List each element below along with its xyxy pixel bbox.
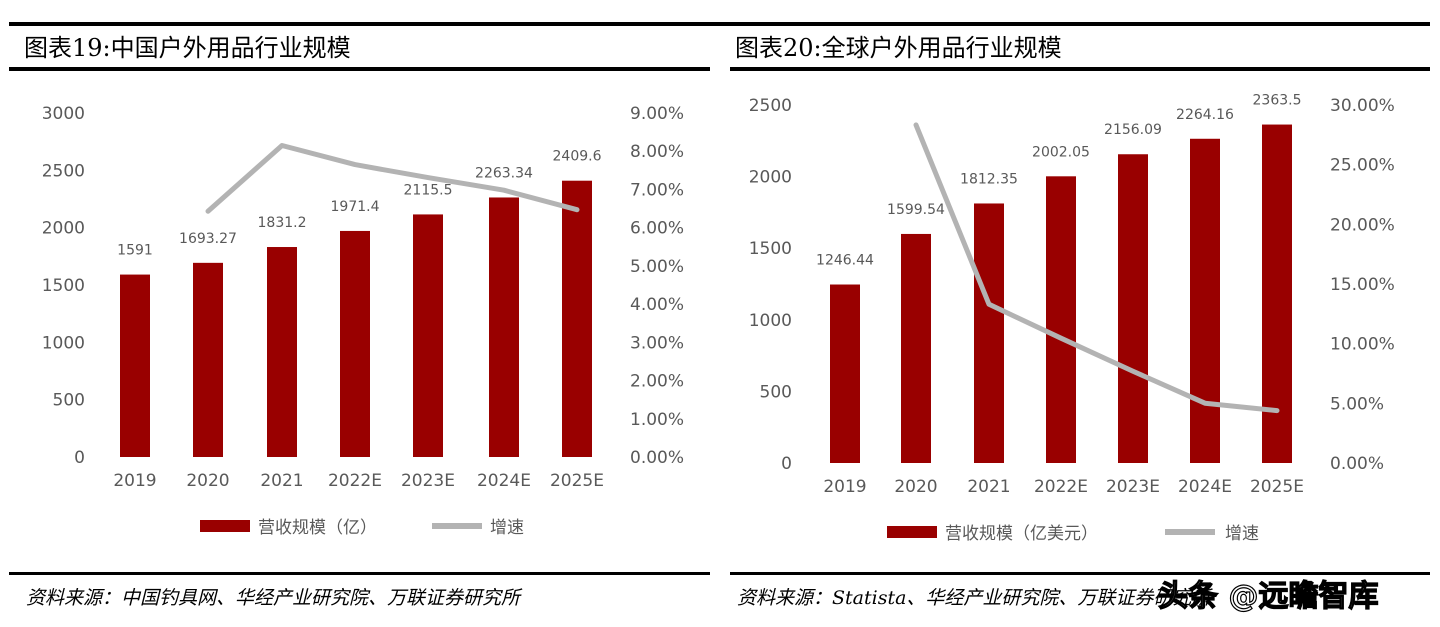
bar-data-label: 1599.54 xyxy=(887,202,945,218)
bar xyxy=(901,233,931,463)
legend-bar-swatch xyxy=(887,526,937,538)
legend-bar-label: 营收规模（亿） xyxy=(258,518,377,538)
y-axis-tick-label: 500 xyxy=(53,391,85,411)
legend-bar-label: 营收规模（亿美元） xyxy=(945,524,1098,544)
y-axis-tick-label: 0 xyxy=(74,448,85,468)
top-rule xyxy=(9,22,1430,26)
x-axis-tick-label: 2020 xyxy=(894,477,937,497)
right-title-rule xyxy=(730,67,1430,71)
x-axis-tick-label: 2019 xyxy=(823,477,866,497)
x-axis-tick-label: 2022E xyxy=(1034,477,1088,497)
legend-line-swatch xyxy=(432,523,482,529)
y-axis-tick-label: 1500 xyxy=(42,276,85,296)
bar-data-label: 2264.16 xyxy=(1176,107,1234,123)
chart1-source: 资料来源：中国钓具网、华经产业研究院、万联证券研究所 xyxy=(26,587,523,609)
bar-data-label: 2409.6 xyxy=(553,149,602,165)
y-axis-tick-label: 2500 xyxy=(42,161,85,181)
bar-data-label: 2115.5 xyxy=(404,182,453,198)
y2-axis-tick-label: 0.00% xyxy=(1330,454,1384,474)
legend-bar-swatch xyxy=(200,520,250,532)
y2-axis-tick-label: 15.00% xyxy=(1330,275,1395,295)
bar xyxy=(1190,138,1220,464)
y2-axis-tick-label: 5.00% xyxy=(630,257,684,277)
bar xyxy=(413,214,443,457)
x-axis-tick-label: 2025E xyxy=(1250,477,1304,497)
bar-data-label: 2002.05 xyxy=(1032,144,1090,160)
y-axis-tick-label: 1000 xyxy=(42,333,85,353)
y-axis-tick-label: 500 xyxy=(760,382,792,402)
bar-data-label: 2156.09 xyxy=(1104,122,1162,138)
y2-axis-tick-label: 25.00% xyxy=(1330,156,1395,176)
x-axis-tick-label: 2022E xyxy=(328,471,382,491)
bar xyxy=(830,284,860,463)
y-axis-tick-label: 1000 xyxy=(749,311,792,331)
legend-line-swatch xyxy=(1165,529,1215,535)
bar-data-label: 2363.5 xyxy=(1253,93,1302,109)
chart1-title: 图表19:中国户外用品行业规模 xyxy=(24,34,351,62)
x-axis-tick-label: 2020 xyxy=(186,471,229,491)
y-axis-tick-label: 0 xyxy=(781,454,792,474)
y2-axis-tick-label: 8.00% xyxy=(630,142,684,162)
y-axis-tick-label: 3000 xyxy=(42,104,85,124)
y2-axis-tick-label: 6.00% xyxy=(630,219,684,239)
y2-axis-tick-label: 4.00% xyxy=(630,295,684,315)
x-axis-tick-label: 2019 xyxy=(113,471,156,491)
growth-line xyxy=(205,142,580,214)
bar-data-label: 1591 xyxy=(117,243,153,259)
y2-axis-tick-label: 9.00% xyxy=(630,104,684,124)
x-axis-tick-label: 2024E xyxy=(477,471,531,491)
bar xyxy=(489,197,519,458)
x-axis-tick-label: 2021 xyxy=(967,477,1010,497)
x-axis-tick-label: 2021 xyxy=(260,471,303,491)
bar-data-label: 1971.4 xyxy=(331,199,380,215)
y-axis-tick-label: 1500 xyxy=(749,239,792,259)
bar xyxy=(562,180,592,457)
legend-line-label: 增速 xyxy=(1225,524,1259,544)
bar xyxy=(267,247,297,457)
left-source-rule xyxy=(9,572,710,575)
bar-data-label: 1812.35 xyxy=(960,171,1018,187)
growth-line xyxy=(913,122,1280,414)
bar-data-label: 1246.44 xyxy=(816,253,874,269)
y2-axis-tick-label: 30.00% xyxy=(1330,96,1395,116)
y2-axis-tick-label: 20.00% xyxy=(1330,215,1395,235)
bar-data-label: 2263.34 xyxy=(475,165,533,181)
y2-axis-tick-label: 1.00% xyxy=(630,410,684,430)
bar xyxy=(120,274,150,457)
x-axis-tick-label: 2023E xyxy=(1106,477,1160,497)
chart2-source: 资料来源：Statista、华经产业研究院、万联证券研究所 xyxy=(737,587,1213,609)
bar xyxy=(340,230,370,457)
y2-axis-tick-label: 10.00% xyxy=(1330,335,1395,355)
bar-data-label: 1831.2 xyxy=(258,215,307,231)
y-axis-tick-label: 2000 xyxy=(749,168,792,188)
bar xyxy=(1262,124,1292,463)
y-axis-tick-label: 2500 xyxy=(749,96,792,116)
x-axis-tick-label: 2023E xyxy=(401,471,455,491)
y2-axis-tick-label: 7.00% xyxy=(630,180,684,200)
y2-axis-tick-label: 3.00% xyxy=(630,333,684,353)
y2-axis-tick-label: 0.00% xyxy=(630,448,684,468)
x-axis-tick-label: 2024E xyxy=(1178,477,1232,497)
bar-data-label: 1693.27 xyxy=(179,231,237,247)
chart2-title: 图表20:全球户外用品行业规模 xyxy=(735,34,1062,62)
legend-line-label: 增速 xyxy=(490,518,524,538)
y2-axis-tick-label: 2.00% xyxy=(630,372,684,392)
bar xyxy=(1046,176,1076,463)
right-source-rule xyxy=(730,572,1430,575)
left-title-rule xyxy=(9,67,710,71)
bar xyxy=(974,203,1004,463)
x-axis-tick-label: 2025E xyxy=(550,471,604,491)
bar xyxy=(193,262,223,457)
y2-axis-tick-label: 5.00% xyxy=(1330,394,1384,414)
bar xyxy=(1118,154,1148,463)
watermark: 头条 @远瞻智库 xyxy=(1158,579,1378,614)
y-axis-tick-label: 2000 xyxy=(42,219,85,239)
